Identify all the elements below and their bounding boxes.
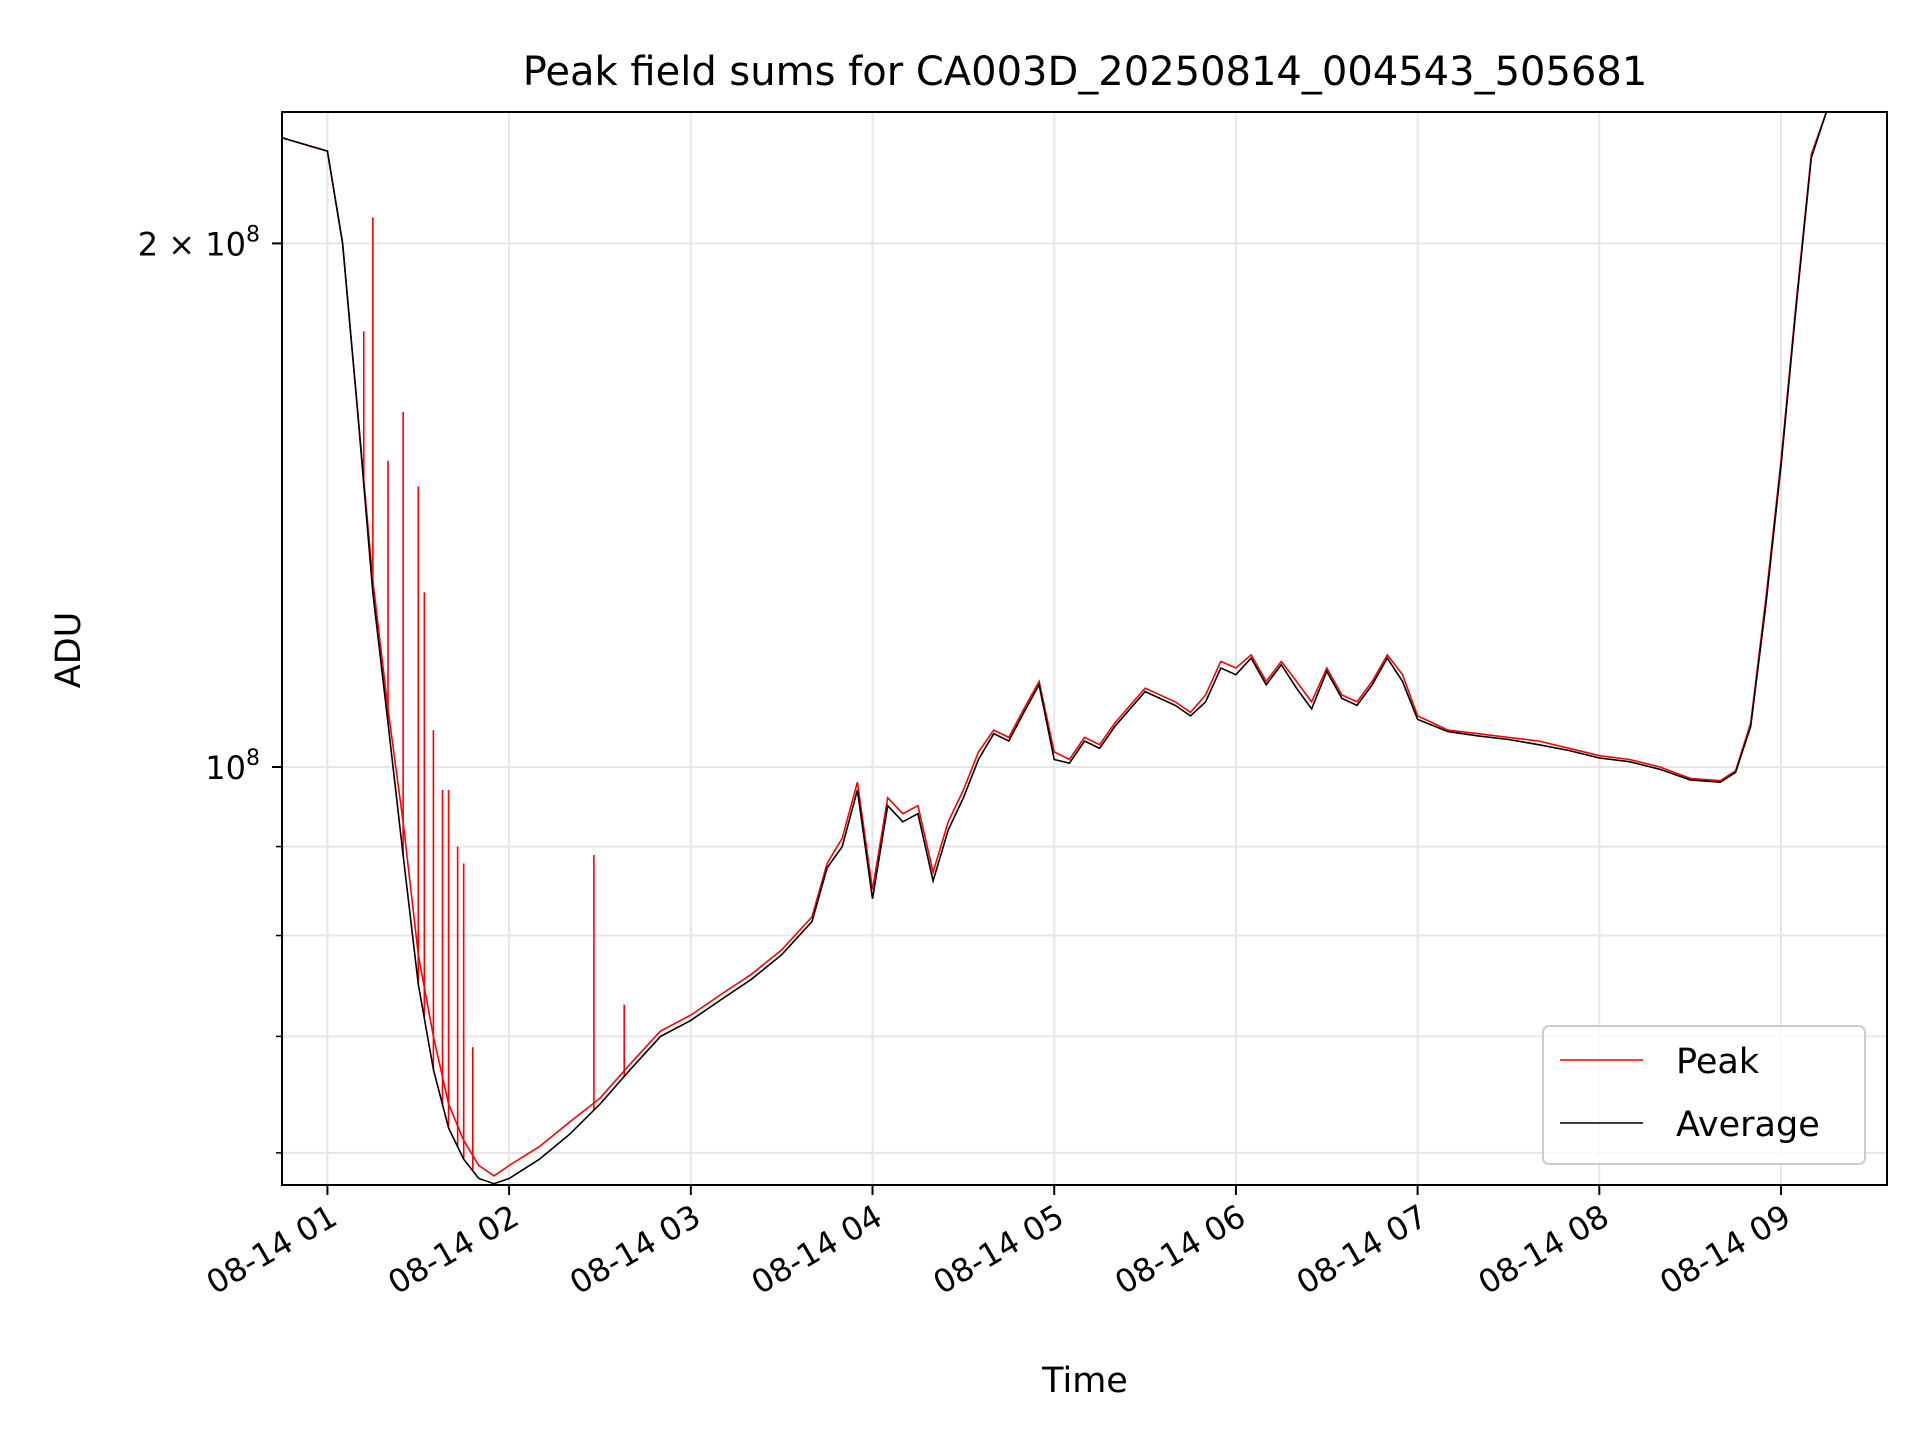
series-group <box>282 112 1887 1185</box>
legend: Peak Average <box>1542 1025 1866 1165</box>
plot-frame <box>281 111 1888 1186</box>
y-axis-label: ADU <box>49 612 89 689</box>
series-peak-line <box>282 112 1887 1177</box>
x-axis-label: Time <box>1041 1361 1128 1401</box>
legend-peak-label: Peak <box>1676 1042 1760 1082</box>
series-layer <box>282 112 1887 1185</box>
y-tick-label: 108 <box>205 746 260 787</box>
legend-average-label: Average <box>1676 1105 1820 1145</box>
grid-layer <box>282 112 1887 1185</box>
y-tick-label: 2 × 108 <box>138 222 260 263</box>
chart-title: Peak field sums for CA003D_20250814_0045… <box>523 49 1648 95</box>
series-average-line <box>282 112 1887 1185</box>
